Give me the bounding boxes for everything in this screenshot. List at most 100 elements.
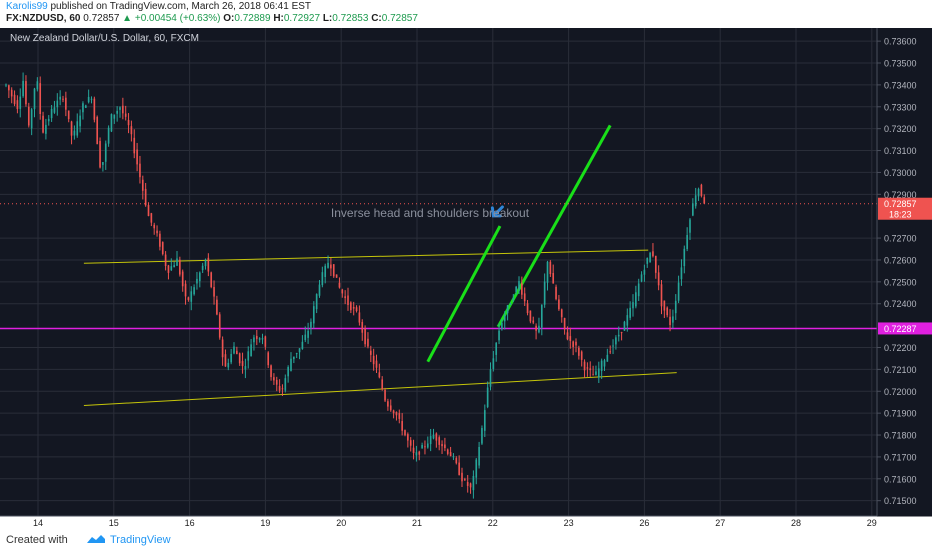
candle-body [119, 107, 121, 110]
published-text: published on TradingView.com, March 26, … [50, 1, 312, 12]
candle-body [136, 149, 138, 165]
candle-body [424, 446, 426, 448]
candle-body [341, 289, 344, 294]
candle-body [227, 362, 230, 368]
candle-body [261, 338, 264, 340]
candle-body [657, 272, 660, 286]
candle-body [116, 110, 118, 114]
candle-body [153, 224, 156, 229]
candle-body [526, 303, 529, 314]
candle-body [361, 321, 364, 333]
candle-body [512, 298, 515, 300]
candle-body [689, 219, 691, 233]
candle-body [170, 266, 173, 271]
open-value: 0.72889 [234, 13, 271, 24]
candle-body [335, 274, 338, 278]
candle-body [529, 310, 532, 322]
candle-body [381, 379, 384, 390]
candle-body [546, 261, 549, 283]
x-tick-label: 29 [867, 518, 877, 528]
candle-body [475, 459, 478, 478]
arrow-annotation-icon[interactable] [490, 205, 504, 218]
candle-body [230, 353, 232, 363]
candle-body [19, 96, 22, 109]
candle-body [509, 303, 512, 305]
candle-body [378, 372, 381, 378]
grid-lines [0, 28, 877, 516]
yellow-trendline[interactable] [83, 249, 649, 264]
candle-body [62, 98, 64, 100]
price-axis[interactable] [877, 28, 932, 530]
candle-body [70, 121, 73, 136]
candle-body [515, 286, 517, 293]
yellow-trendline[interactable] [83, 372, 677, 406]
publisher-name[interactable]: Karolis99 [6, 1, 48, 12]
close-value: 0.72857 [381, 13, 418, 24]
candle-body [637, 283, 640, 297]
candle-body [204, 259, 207, 267]
y-tick-label: 0.72100 [884, 365, 917, 375]
candle-body [270, 365, 272, 378]
candle-body [566, 332, 569, 340]
candle-body [563, 317, 566, 330]
candle-body [503, 315, 506, 322]
candle-body [609, 351, 612, 353]
candle-body [646, 257, 649, 264]
candle-body [532, 320, 535, 323]
candle-body [674, 300, 677, 314]
candle-body [426, 443, 429, 448]
candle-body [540, 304, 543, 328]
price-label-box [878, 322, 932, 335]
candle-body [572, 341, 574, 348]
quote-line: FX:NZDUSD, 60 0.72857 ▲ +0.00454 (+0.63%… [6, 13, 418, 24]
green-trendline[interactable] [496, 124, 612, 328]
green-trendline[interactable] [426, 225, 502, 363]
candle-body [30, 109, 33, 129]
candle-body [643, 269, 646, 275]
candle-body [67, 110, 70, 120]
candle-body [384, 389, 386, 401]
candle-body [481, 428, 483, 444]
candles [5, 72, 706, 499]
candle-body [324, 265, 327, 277]
candle-body [635, 292, 637, 307]
price-chart[interactable]: 0.73600 0.73500 0.73400 0.73300 0.73200 0.731… [0, 28, 932, 530]
candle-body [221, 339, 224, 358]
x-tick-label: 27 [715, 518, 725, 528]
candle-body [156, 230, 158, 234]
candle-body [250, 344, 252, 357]
y-tick-label: 0.73500 [884, 59, 917, 69]
candle-body [307, 330, 309, 338]
candle-body [369, 350, 372, 355]
y-tick-label: 0.73400 [884, 80, 917, 90]
candle-body [39, 83, 42, 114]
chart-background [0, 28, 932, 530]
candle-body [578, 347, 580, 356]
candle-body [96, 116, 99, 145]
y-tick-label: 0.71700 [884, 452, 917, 462]
x-tick-label: 16 [185, 518, 195, 528]
candle-body [501, 322, 503, 330]
candle-body [466, 482, 469, 486]
candle-body [438, 437, 441, 445]
candle-body [560, 309, 563, 318]
candle-body [660, 284, 663, 307]
candle-body [233, 346, 235, 354]
x-tick-label: 26 [639, 518, 649, 528]
candle-body [392, 410, 395, 414]
time-axis[interactable] [0, 516, 932, 531]
candle-body [372, 355, 375, 365]
candle-body [686, 235, 688, 250]
y-tick-label: 0.72500 [884, 277, 917, 287]
candle-body [492, 358, 495, 369]
tradingview-logo-icon[interactable] [86, 533, 106, 545]
candle-body [179, 259, 181, 275]
high-value: 0.72927 [283, 13, 321, 24]
candle-body [84, 105, 87, 108]
candle-body [398, 413, 401, 419]
candle-body [683, 248, 686, 267]
created-with-text: Created with [6, 534, 68, 546]
tradingview-link[interactable]: TradingView [110, 534, 171, 546]
candle-body [264, 336, 267, 347]
candle-body [441, 444, 443, 447]
